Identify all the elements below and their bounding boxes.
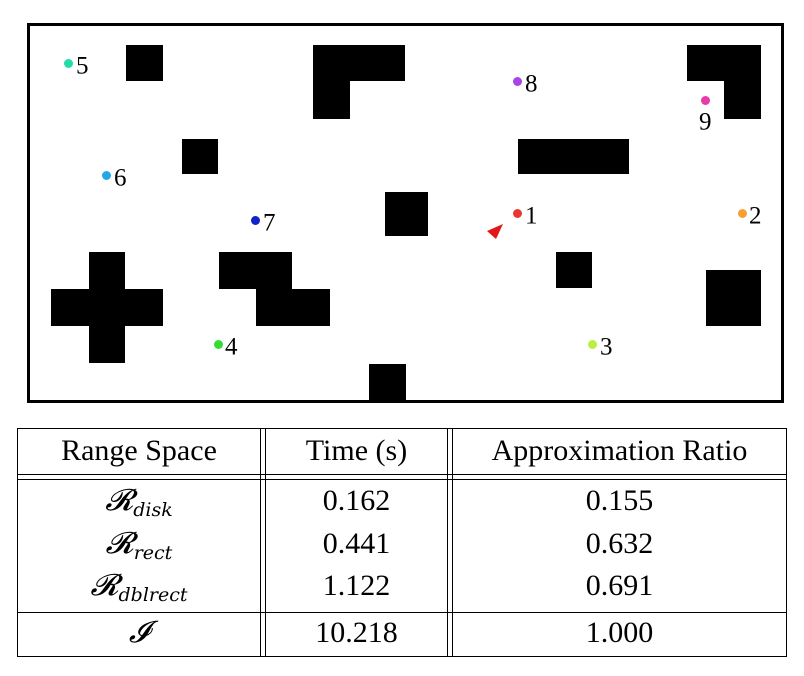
obstacle	[706, 270, 761, 326]
obstacle	[556, 252, 592, 288]
waypoint-1-dot	[512, 208, 522, 218]
table-rule	[17, 656, 787, 657]
obstacle	[126, 45, 163, 81]
waypoint-5-dot	[63, 58, 73, 68]
obstacle	[219, 252, 292, 289]
environment-map: 1 2 3 4 5 6 7 8 9	[27, 23, 784, 403]
obstacle	[369, 364, 406, 400]
waypoint-2-dot	[737, 208, 747, 218]
obstacle	[385, 192, 428, 236]
table-cell-range-space: 𝓡disk	[105, 483, 173, 521]
table-rule	[786, 428, 787, 657]
obstacle	[687, 45, 761, 81]
obstacle	[313, 81, 350, 119]
waypoint-6-dot	[101, 170, 111, 180]
table-cell-ratio: 0.691	[585, 569, 654, 602]
robot-arrow-icon	[487, 224, 503, 239]
table-cell-ratio: 1.000	[585, 616, 654, 649]
obstacle	[313, 45, 405, 81]
waypoint-4-dot	[213, 339, 223, 349]
table-rule	[260, 428, 261, 657]
header-approximation-ratio: Approximation Ratio	[491, 434, 748, 467]
table-rule	[265, 428, 266, 657]
table-rule	[447, 428, 448, 657]
results-table: Range Space Time (s) Approximation Ratio…	[17, 428, 787, 657]
waypoint-2-label: 2	[749, 202, 762, 230]
waypoint-3-dot	[587, 339, 597, 349]
header-range-space: Range Space	[61, 434, 217, 467]
waypoint-9-dot	[700, 95, 710, 105]
table-cell-time: 0.441	[322, 527, 391, 560]
table-cell-range-space: 𝓘	[128, 615, 150, 650]
table-cell-time: 1.122	[322, 569, 391, 602]
waypoint-8-label: 8	[525, 70, 538, 98]
waypoint-3-label: 3	[600, 333, 613, 361]
table-cell-range-space: 𝓡dblrect	[90, 568, 188, 606]
obstacle	[51, 289, 163, 326]
table-rule	[17, 612, 787, 613]
table-rule	[17, 474, 787, 475]
obstacle	[724, 81, 761, 119]
table-cell-ratio: 0.155	[585, 484, 654, 517]
table-cell-range-space: 𝓡rect	[105, 526, 173, 564]
table-cell-ratio: 0.632	[585, 527, 654, 560]
obstacle	[256, 289, 330, 326]
table-rule	[17, 479, 787, 480]
table-rule	[17, 428, 18, 657]
waypoint-5-label: 5	[76, 52, 89, 80]
waypoint-6-label: 6	[114, 164, 127, 192]
waypoint-8-dot	[512, 76, 522, 86]
obstacle	[182, 139, 218, 174]
header-time: Time (s)	[305, 434, 408, 467]
table-rule	[452, 428, 453, 657]
waypoint-4-label: 4	[225, 333, 238, 361]
waypoint-7-dot	[250, 215, 260, 225]
table-rule	[17, 428, 787, 429]
obstacle	[518, 139, 629, 174]
waypoint-9-label: 9	[699, 108, 712, 136]
waypoint-1-label: 1	[525, 202, 538, 230]
waypoint-7-label: 7	[263, 209, 276, 237]
table-cell-time: 0.162	[322, 484, 391, 517]
table-cell-time: 10.218	[315, 616, 398, 649]
